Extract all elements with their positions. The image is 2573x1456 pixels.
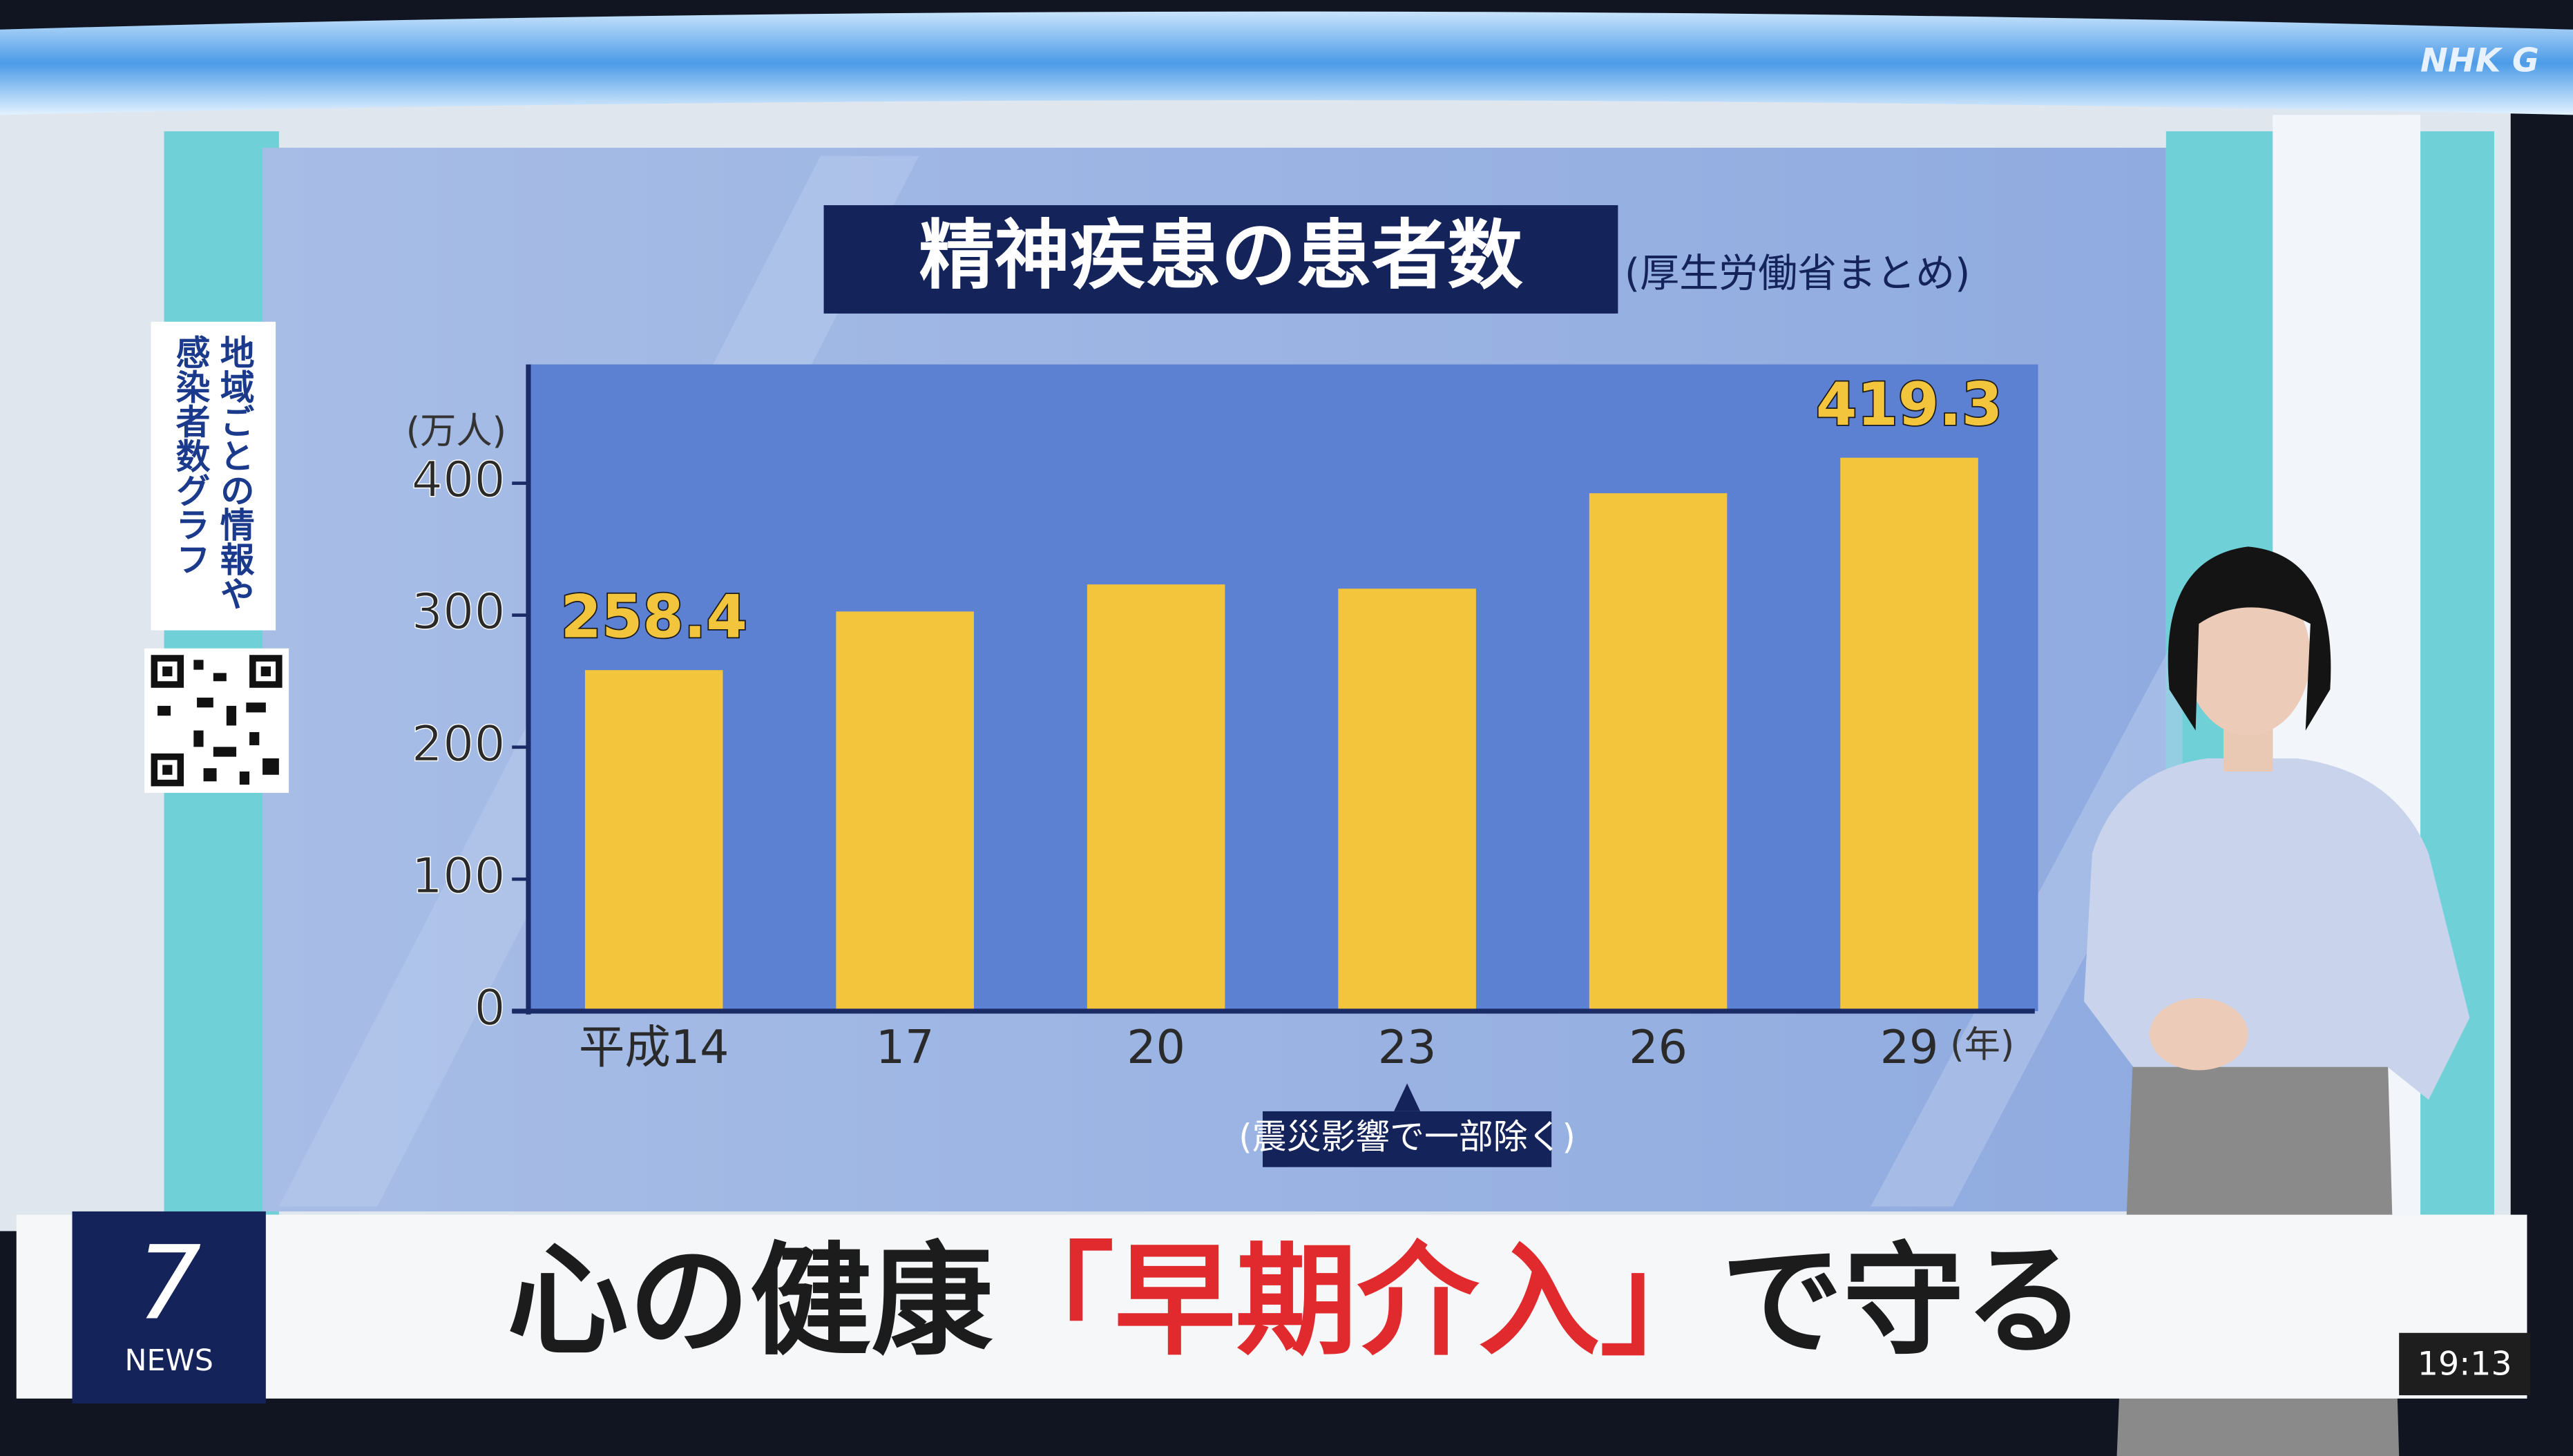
x-tick-label: 26 [1629,1020,1687,1074]
chart: 0 100 200 300 400 平成14 258.4 17 20 23 26 29 419.3 (震災… [411,364,2035,1167]
x-tick-label: 23 [1378,1020,1437,1074]
x-tick-label: 29 [1880,1020,1939,1074]
clock: 19:13 [2418,1345,2512,1383]
plot-area [528,364,2038,1011]
x-axis-unit: (年) [1950,1024,2014,1066]
chart-title: 精神疾患の患者数 [919,212,1523,300]
y-tick-label: 300 [412,583,506,640]
annotation: (震災影響で一部除く) [1238,1117,1576,1157]
y-tick-label: 200 [412,715,506,772]
bar [584,670,723,1011]
x-tick-label: 17 [876,1020,935,1074]
clock-box [2399,1332,2531,1396]
bar [1338,588,1476,1011]
headline-banner [16,1214,2527,1399]
program-name: NEWS [124,1343,213,1378]
y-tick-label: 0 [474,979,505,1036]
top-band [0,11,2573,115]
side-note-box [151,321,276,631]
program-number: 7 [137,1223,202,1342]
value-label: 258.4 [560,583,747,651]
program-logo [72,1211,266,1404]
y-axis-unit: (万人) [406,410,506,452]
side-note-line: 地域ごとの情報や [215,335,255,611]
title-box [823,205,1618,314]
bar [1589,493,1728,1011]
headline: 心の健康「早期介入」で守る [507,1232,2085,1372]
y-tick-label: 400 [412,451,506,508]
annotation-pointer [1394,1083,1421,1111]
qr-code [144,648,289,793]
bar [1840,457,1978,1011]
headline-part: 「早期介入」 [993,1232,1721,1372]
side-note-line: 感染者数グラフ [171,335,211,576]
bar [836,611,974,1011]
bar [1087,584,1225,1011]
headline-part: 心の健康 [507,1232,993,1372]
x-tick-label: 平成14 [579,1020,729,1074]
chart-subtitle: (厚生労働省まとめ) [1625,251,1971,296]
channel-logo: NHK G [2420,41,2539,79]
value-label: 419.3 [1816,371,2002,439]
annotation-box [1263,1111,1552,1167]
y-tick-label: 100 [412,847,506,904]
x-tick-label: 20 [1127,1020,1185,1074]
headline-part: で守る [1721,1232,2085,1372]
